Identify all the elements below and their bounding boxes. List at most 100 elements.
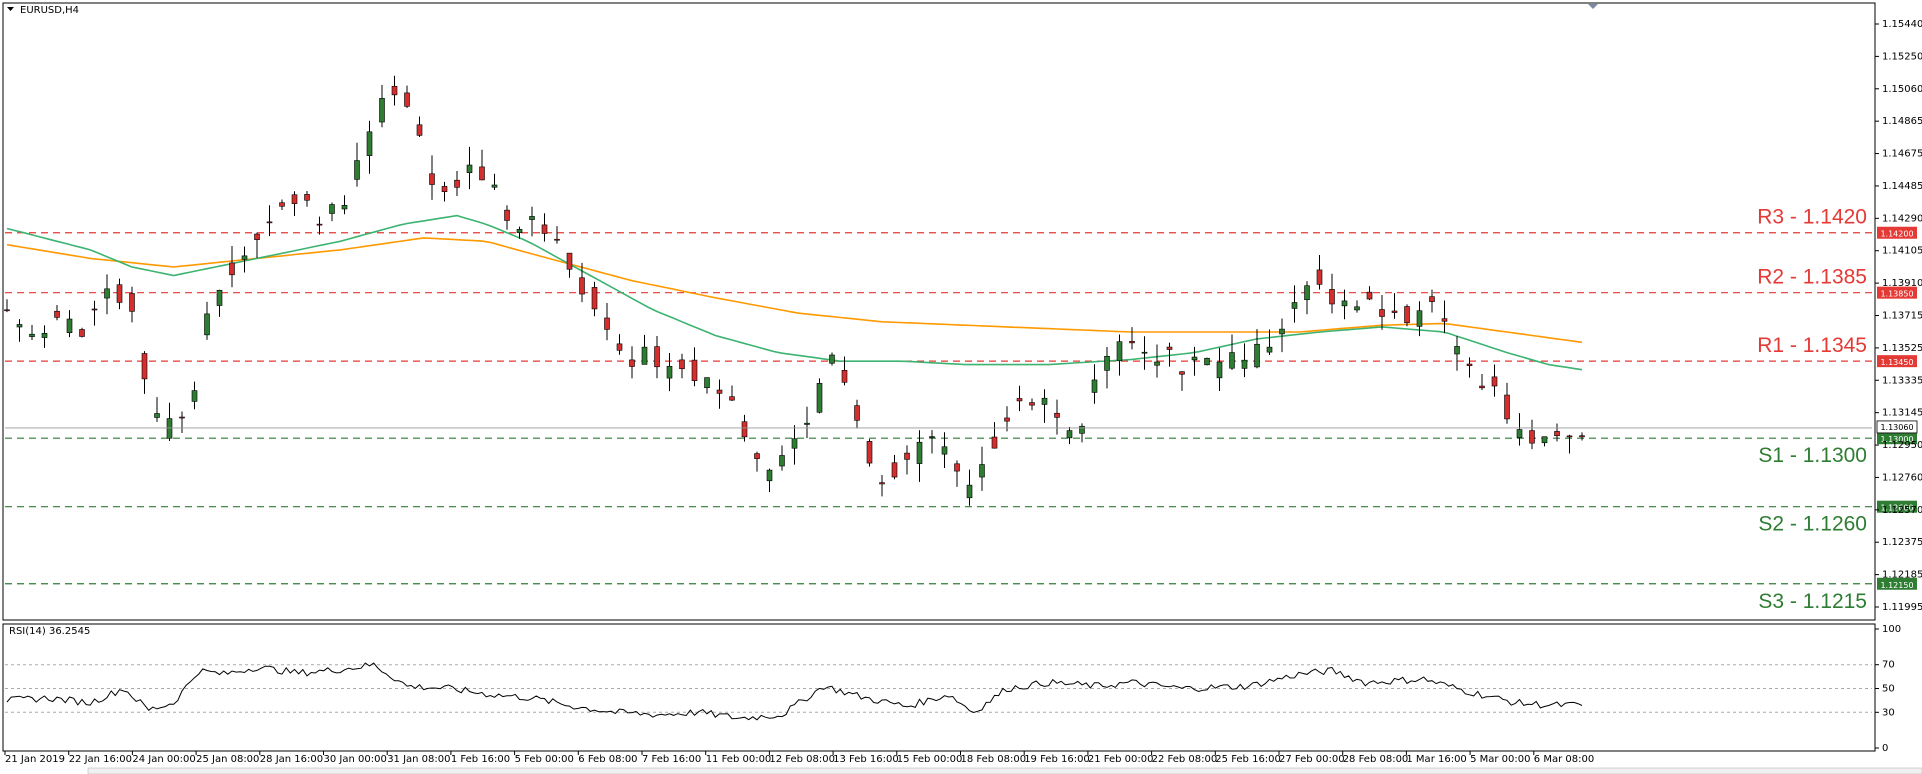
- price-tick-label: 1.14290: [1882, 213, 1922, 224]
- time-tick-label: 31 Jan 08:00: [387, 754, 450, 765]
- candle: [1254, 329, 1260, 369]
- level-price-tag-4: [1877, 500, 1917, 513]
- candle: [441, 181, 448, 202]
- candle: [554, 226, 560, 244]
- candle: [429, 155, 435, 200]
- candle: [729, 385, 735, 401]
- price-tick-label: 1.14865: [1882, 116, 1922, 127]
- candle-body: [379, 98, 385, 123]
- time-tick-label: 30 Jan 00:00: [324, 754, 387, 765]
- candle-body: [1416, 310, 1423, 327]
- candle: [566, 252, 573, 278]
- candle-body: [341, 205, 348, 210]
- price-tick-label: 1.13145: [1882, 408, 1922, 419]
- candle: [979, 446, 985, 491]
- candle-body: [404, 92, 410, 107]
- candle: [541, 213, 548, 242]
- candle: [529, 206, 535, 237]
- candle-body: [641, 346, 648, 365]
- candle: [866, 439, 873, 467]
- time-tick-label: 25 Feb 16:00: [1215, 754, 1281, 765]
- candle-body: [1266, 346, 1273, 353]
- price-tick-label: 1.13335: [1882, 375, 1922, 386]
- price-tick-label: 1.12950: [1882, 440, 1922, 451]
- candle: [1116, 334, 1123, 376]
- price-tick-label: 1.14485: [1882, 181, 1922, 192]
- candle-body: [666, 365, 673, 379]
- time-tick-label: 6 Mar 08:00: [1534, 754, 1594, 765]
- candle: [1541, 436, 1548, 447]
- candle: [579, 262, 585, 303]
- candle: [991, 422, 998, 449]
- candle: [204, 301, 210, 340]
- candle-body: [1029, 402, 1035, 406]
- candle: [466, 146, 473, 190]
- level-price-tag-2: [1877, 355, 1917, 368]
- candle-body: [741, 421, 748, 438]
- rsi-tick-label: 0: [1882, 743, 1888, 754]
- candle-body: [291, 194, 298, 204]
- candle-body: [866, 441, 873, 464]
- indicator-label: RSI(14) 36.2545: [9, 626, 90, 637]
- symbol-dropdown-icon[interactable]: [7, 7, 14, 11]
- time-tick-label: 1 Feb 16:00: [451, 754, 510, 765]
- candle-body: [216, 289, 223, 306]
- candle-body: [91, 308, 98, 311]
- ma-slow-line: [6, 237, 1583, 344]
- candle-body: [1154, 361, 1160, 366]
- candle: [1291, 285, 1298, 323]
- price-tick-label: 1.12185: [1882, 570, 1922, 581]
- candle: [216, 289, 223, 317]
- candle: [516, 226, 523, 239]
- candle: [904, 445, 910, 475]
- level-price-tag-1: [1877, 286, 1917, 299]
- chart-scrollbar[interactable]: [87, 767, 1922, 774]
- candle: [391, 75, 398, 106]
- candle: [604, 302, 610, 341]
- level-price-tag-text-3: 1.13000: [1880, 435, 1913, 444]
- level-label-5: S3 - 1.1215: [1758, 590, 1867, 613]
- candle-body: [941, 446, 948, 455]
- candle-body: [1554, 431, 1560, 437]
- candle: [316, 216, 323, 235]
- candle-body: [54, 310, 60, 318]
- moving-averages: [6, 214, 1583, 371]
- level-price-tag-text-4: 1.12600: [1880, 504, 1913, 513]
- candle: [29, 325, 35, 340]
- candle-body: [554, 238, 560, 241]
- price-tick-label: 1.13715: [1882, 311, 1922, 322]
- candle-body: [1216, 361, 1223, 379]
- candle-body: [4, 309, 10, 312]
- candle: [1554, 423, 1560, 442]
- candle-body: [1529, 430, 1535, 444]
- candle-body: [1354, 306, 1360, 311]
- candle-body: [841, 370, 848, 383]
- candle: [1104, 347, 1110, 389]
- candle: [1504, 382, 1510, 424]
- candle-body: [891, 462, 898, 478]
- time-tick-label: 21 Feb 00:00: [1088, 754, 1154, 765]
- candle: [1279, 318, 1285, 353]
- candle: [841, 356, 848, 386]
- level-price-tag-text-2: 1.13450: [1880, 358, 1913, 367]
- candle: [929, 430, 935, 454]
- price-tick-label: 1.15250: [1882, 51, 1922, 62]
- candle: [404, 85, 410, 108]
- candle-body: [829, 354, 835, 364]
- candle: [1516, 413, 1523, 446]
- time-tick-label: 25 Jan 08:00: [196, 754, 259, 765]
- price-tick-label: 1.12375: [1882, 537, 1922, 548]
- level-price-tag-3: [1877, 432, 1917, 445]
- candle: [1079, 423, 1085, 443]
- level-label-2: R1 - 1.1345: [1757, 334, 1867, 357]
- candle-body: [329, 204, 335, 214]
- candle-body: [1279, 328, 1285, 335]
- candle: [491, 173, 498, 190]
- candle-body: [141, 353, 148, 380]
- time-axis: 21 Jan 2019 22 Jan 16:00 24 Jan 00:00 25 Ja…: [4, 751, 1922, 774]
- candle: [54, 305, 60, 321]
- candle: [816, 378, 823, 414]
- level-price-tag-text-5: 1.12150: [1880, 581, 1913, 590]
- candle: [1179, 371, 1185, 391]
